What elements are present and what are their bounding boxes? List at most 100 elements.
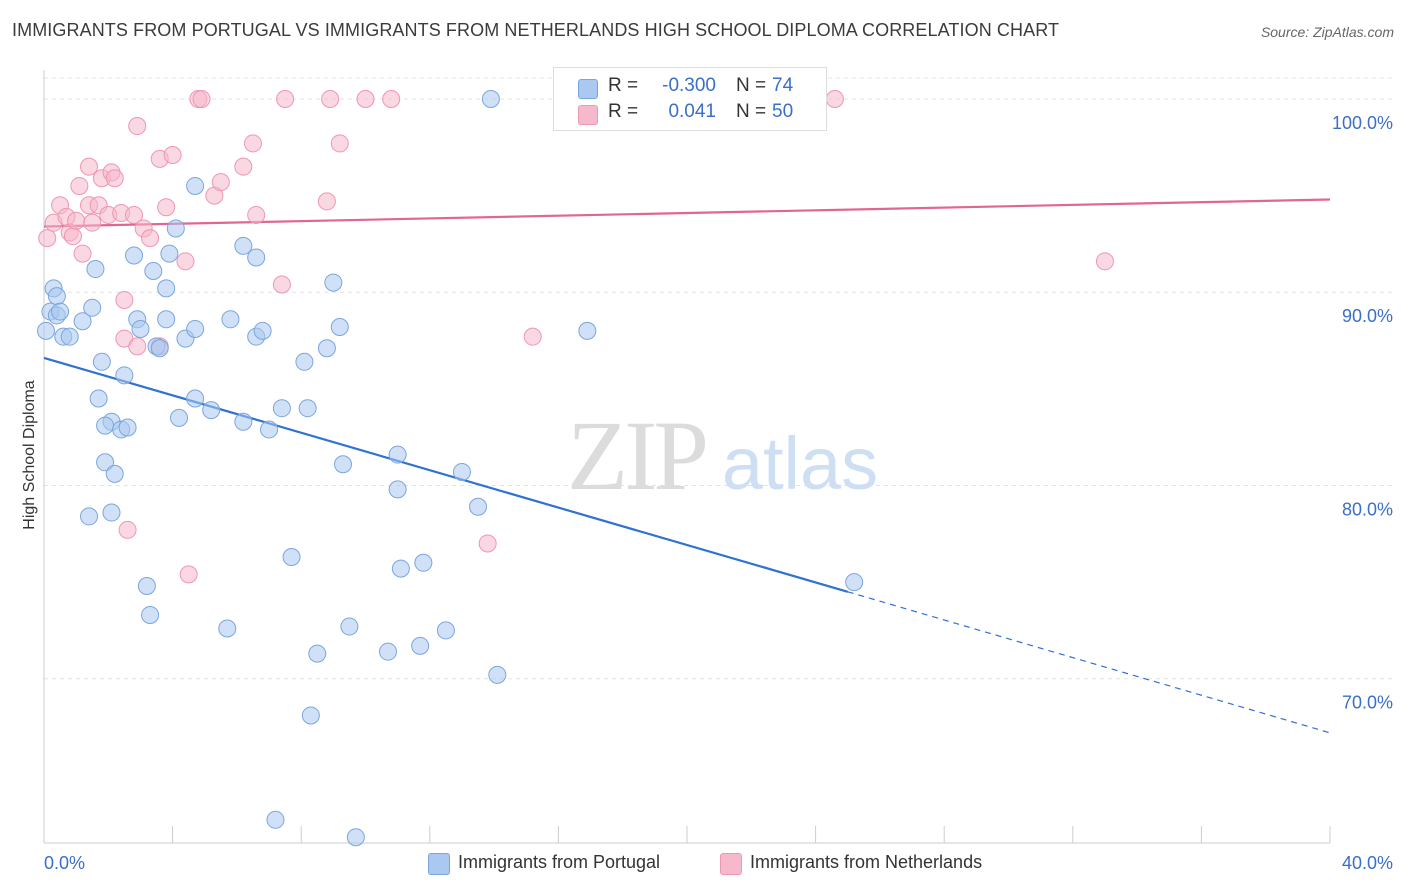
portugal-point: [253, 321, 272, 340]
portugal-point: [144, 261, 163, 280]
portugal-point: [234, 236, 253, 255]
chart-title: IMMIGRANTS FROM PORTUGAL VS IMMIGRANTS F…: [12, 20, 1060, 40]
netherlands-point: [211, 173, 230, 192]
portugal-point: [845, 573, 864, 592]
portugal-point: [324, 273, 343, 292]
portugal-point: [469, 497, 488, 516]
portugal-point: [141, 605, 160, 624]
legend-label-netherlands: Immigrants from Netherlands: [750, 852, 983, 872]
portugal-point: [37, 321, 55, 340]
netherlands-swatch: [578, 105, 598, 125]
data-points: [37, 89, 1114, 847]
netherlands-point: [73, 244, 92, 263]
netherlands-point: [356, 89, 375, 108]
portugal-point: [578, 321, 597, 340]
watermark-atlas: atlas: [722, 422, 878, 505]
portugal-point: [391, 559, 410, 578]
netherlands-point: [118, 520, 137, 539]
n-value: 74: [772, 75, 794, 96]
portugal-point: [388, 445, 407, 464]
portugal-point: [170, 408, 189, 427]
portugal-point: [47, 287, 66, 306]
portugal-point: [186, 176, 205, 195]
netherlands-point: [141, 229, 160, 248]
portugal-point: [379, 642, 398, 661]
netherlands-point: [272, 275, 291, 294]
netherlands-point: [247, 205, 266, 224]
portugal-point: [317, 339, 336, 358]
netherlands-point: [825, 89, 844, 108]
y-tick-label: 90.0%: [1342, 306, 1393, 326]
portugal-swatch: [428, 853, 450, 875]
portugal-point: [166, 219, 185, 238]
netherlands-point: [523, 327, 542, 346]
y-tick-label: 70.0%: [1342, 693, 1393, 713]
netherlands-point: [63, 227, 82, 246]
netherlands-point: [163, 146, 182, 165]
axes: [43, 70, 1331, 844]
portugal-point: [96, 453, 115, 472]
portugal-trend-line: [43, 356, 849, 593]
y-tick-label: 80.0%: [1342, 499, 1393, 519]
netherlands-point: [80, 157, 99, 176]
portugal-point: [92, 352, 111, 371]
portugal-point: [333, 455, 352, 474]
portugal-point: [452, 462, 471, 481]
portugal-point: [83, 298, 102, 317]
portugal-point: [411, 636, 430, 655]
portugal-swatch: [578, 79, 598, 99]
netherlands-point: [192, 89, 211, 108]
portugal-point: [115, 366, 134, 385]
netherlands-point: [317, 192, 336, 211]
netherlands-point: [70, 176, 89, 195]
portugal-point: [51, 302, 70, 321]
portugal-point: [388, 480, 407, 499]
portugal-point: [105, 464, 124, 483]
portugal-point: [488, 665, 507, 684]
n-value: 50: [772, 101, 794, 122]
netherlands-point: [478, 534, 497, 553]
portugal-point: [150, 339, 169, 358]
portugal-point: [260, 420, 279, 439]
portugal-point: [298, 399, 317, 418]
netherlands-point: [125, 205, 144, 224]
netherlands-point: [128, 117, 147, 136]
portugal-point: [266, 810, 285, 829]
portugal-point: [272, 399, 291, 418]
netherlands-swatch: [720, 853, 742, 875]
y-tick-label: 100.0%: [1332, 113, 1393, 133]
netherlands-point: [38, 229, 57, 248]
portugal-point: [221, 310, 240, 329]
portugal-point: [234, 412, 253, 431]
netherlands-point: [382, 89, 401, 108]
portugal-point: [160, 244, 179, 263]
netherlands-point: [1095, 252, 1114, 271]
legend-label-portugal: Immigrants from Portugal: [458, 852, 661, 872]
netherlands-point: [330, 134, 349, 153]
netherlands-point: [276, 89, 295, 108]
portugal-point: [80, 507, 99, 526]
r-label: R =: [608, 101, 639, 122]
netherlands-point: [243, 134, 262, 153]
portugal-point: [308, 644, 327, 663]
portugal-point: [73, 312, 92, 331]
portugal-trend-extension: [847, 591, 1331, 734]
series-legend: Immigrants from Portugal Immigrants from…: [0, 851, 1406, 879]
portugal-point: [89, 389, 108, 408]
netherlands-point: [176, 252, 195, 271]
portugal-point: [86, 260, 105, 279]
x-tick-label: 0.0%: [44, 853, 85, 873]
x-tick-label: 40.0%: [1342, 853, 1393, 873]
netherlands-point: [115, 290, 134, 309]
n-label: N =: [736, 101, 767, 122]
n-label: N =: [736, 75, 767, 96]
netherlands-point: [157, 198, 176, 217]
portugal-point: [340, 617, 359, 636]
netherlands-point: [83, 213, 102, 232]
correlation-legend: R = -0.300 N = 74 R = 0.041 N = 50: [553, 67, 827, 131]
portugal-point: [157, 279, 176, 298]
portugal-point: [102, 503, 121, 522]
r-value: 0.041: [668, 101, 716, 122]
portugal-point: [247, 248, 266, 267]
